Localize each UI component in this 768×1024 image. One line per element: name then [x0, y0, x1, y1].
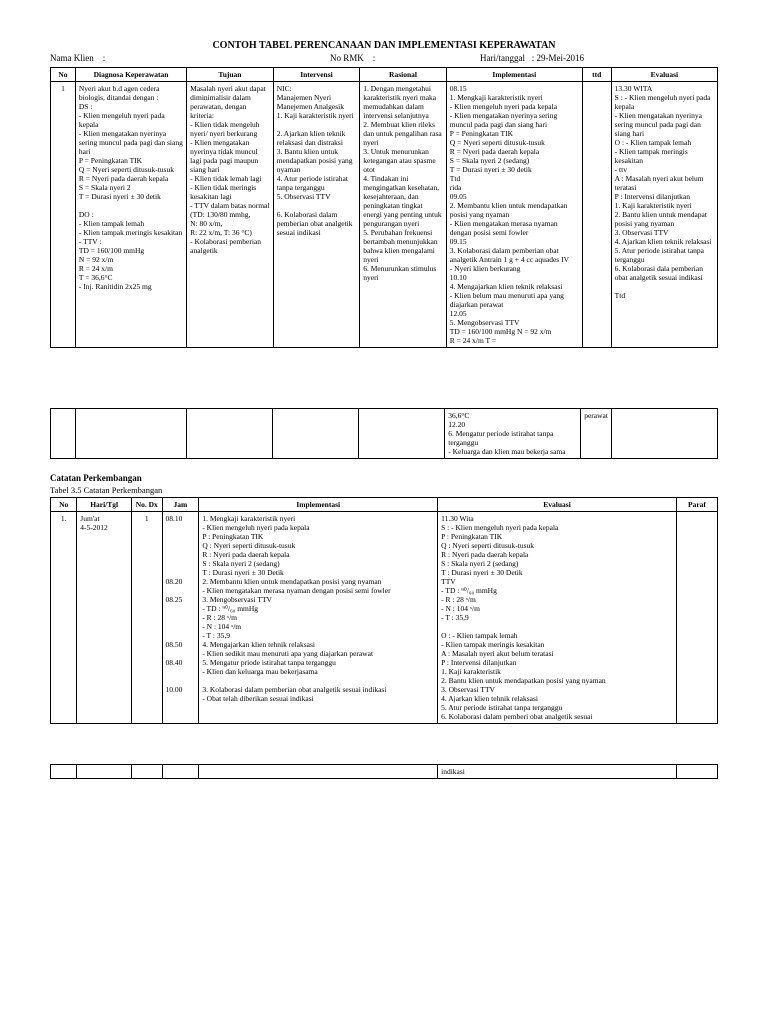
cell-intervensi: NIC: Manajemen Nyeri Manejemen Analgesik… — [273, 82, 360, 348]
nama-value: : — [103, 53, 106, 63]
cell-evaluasi-cont: indikasi — [438, 765, 677, 779]
progress-table: No Hari/Tgl No. Dx Jam Implementasi Eval… — [50, 497, 718, 724]
th-rasional: Rasional — [360, 68, 447, 82]
document-header: Nama Klien : No RMK : Hari/tanggal : 29-… — [50, 53, 718, 63]
cell-implementasi: 08.15 1. Mengkaji karakteristik nyeri - … — [446, 82, 582, 348]
cell-empty — [51, 409, 76, 459]
th-hari: Hari/Tgl — [77, 498, 132, 512]
cell-nodx: 1 — [132, 512, 163, 724]
th-evaluasi: Evaluasi — [611, 68, 717, 82]
cell-tujuan: Masalah nyeri akut dapat diminimalisir d… — [187, 82, 274, 348]
cell-empty — [77, 765, 132, 779]
progress-table-cont: indikasi — [50, 764, 718, 779]
th-implementasi: Implementasi — [199, 498, 438, 512]
tgl-label: Hari/tanggal — [480, 53, 525, 63]
cell-evaluasi: 11.30 Wita S : - Klien mengeluh nyeri pa… — [438, 512, 677, 724]
cell-jam: 08.10 08.20 08.25 08.50 08.40 10.00 — [162, 512, 199, 724]
cell-empty — [359, 409, 445, 459]
table-row: 36,6°C 12.20 6. Mengatur periode istirah… — [51, 409, 718, 459]
nama-label: Nama Klien — [50, 53, 94, 63]
cell-empty — [611, 409, 717, 459]
cell-paraf — [676, 512, 717, 724]
th-ttd: ttd — [582, 68, 611, 82]
th-tujuan: Tujuan — [187, 68, 274, 82]
tgl-value: : 29-Mei-2016 — [532, 53, 584, 63]
cell-empty — [51, 765, 77, 779]
table-caption: Tabel 3.5 Catatan Perkembangan — [50, 485, 718, 495]
cell-empty — [272, 409, 358, 459]
th-intervensi: Intervensi — [273, 68, 360, 82]
th-no: No — [51, 498, 77, 512]
cell-hari: Jum'at 4-5-2012 — [77, 512, 132, 724]
th-no: No — [51, 68, 76, 82]
normk-label: No RMK — [330, 53, 364, 63]
th-jam: Jam — [162, 498, 199, 512]
cell-no: 1. — [51, 512, 77, 724]
table-header-row: No Diagnosa Keperawatan Tujuan Intervens… — [51, 68, 718, 82]
cell-empty — [676, 765, 717, 779]
cell-diagnosa: Nyeri akut b.d agen cedera biologis, dit… — [75, 82, 186, 348]
table-row: 1. Jum'at 4-5-2012 1 08.10 08.20 08.25 0… — [51, 512, 718, 724]
section-title-catatan: Catatan Perkembangan — [50, 473, 718, 483]
planning-table-cont: 36,6°C 12.20 6. Mengatur periode istirah… — [50, 408, 718, 459]
cell-empty — [162, 765, 199, 779]
cell-empty — [75, 409, 186, 459]
planning-table: No Diagnosa Keperawatan Tujuan Intervens… — [50, 67, 718, 348]
cell-implementasi: 1. Mengkaji karakteristik nyeri - Klien … — [199, 512, 438, 724]
cell-ttd-cont: perawat — [581, 409, 612, 459]
th-evaluasi: Evaluasi — [438, 498, 677, 512]
cell-empty — [199, 765, 438, 779]
normk-value: : — [373, 53, 376, 63]
th-implementasi: Implementasi — [446, 68, 582, 82]
cell-empty — [132, 765, 163, 779]
cell-ttd — [582, 82, 611, 348]
table-header-row: No Hari/Tgl No. Dx Jam Implementasi Eval… — [51, 498, 718, 512]
cell-implementasi-cont: 36,6°C 12.20 6. Mengatur periode istirah… — [445, 409, 581, 459]
th-nodx: No. Dx — [132, 498, 163, 512]
th-diagnosa: Diagnosa Keperawatan — [75, 68, 186, 82]
th-paraf: Paraf — [676, 498, 717, 512]
cell-evaluasi: 13.30 WITA S : - Klien mengeluh nyeri pa… — [611, 82, 717, 348]
cell-no: 1 — [51, 82, 76, 348]
table-row: indikasi — [51, 765, 718, 779]
document-title: CONTOH TABEL PERENCANAAN DAN IMPLEMENTAS… — [50, 40, 718, 51]
cell-empty — [186, 409, 272, 459]
cell-rasional: 1. Dengan mengetahui karakteristik nyeri… — [360, 82, 447, 348]
table-row: 1 Nyeri akut b.d agen cedera biologis, d… — [51, 82, 718, 348]
